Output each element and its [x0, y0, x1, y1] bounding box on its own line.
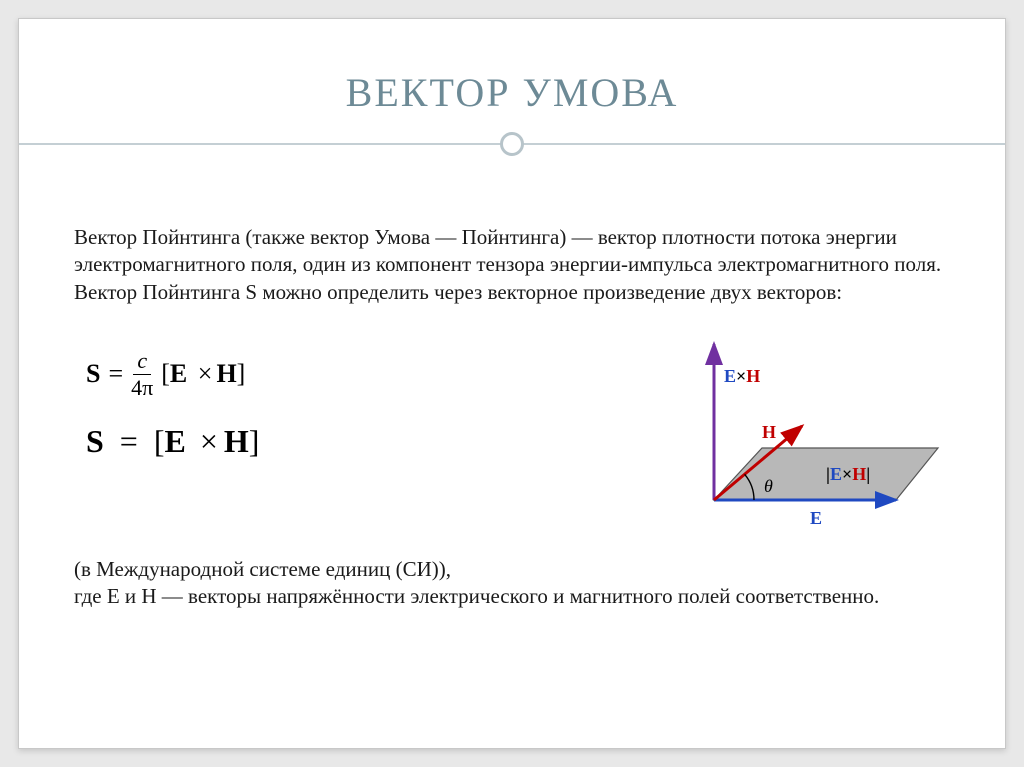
footer-line-2: где E и H — векторы напряжённости электр… — [74, 584, 879, 608]
sym-H: H — [216, 359, 236, 388]
formula-block: S = c 4π [E ×H] S = [E ×H] — [74, 332, 590, 460]
fraction-c-4pi: c 4π — [131, 350, 153, 399]
slide: ВЕКТОР УМОВА Вектор Пойнтинга (также век… — [18, 18, 1006, 749]
footer-paragraph: (в Международной системе единиц (СИ)), г… — [74, 556, 950, 611]
content-row: S = c 4π [E ×H] S = [E ×H] — [74, 332, 950, 542]
sym-eq: = — [108, 359, 123, 389]
page-title: ВЕКТОР УМОВА — [74, 69, 950, 116]
label-theta: θ — [764, 476, 773, 496]
sym-H2: H — [224, 423, 249, 459]
label-E: E — [810, 508, 822, 528]
sym-rbracket: ] — [237, 359, 246, 388]
intro-paragraph: Вектор Пойнтинга (также вектор Умова — П… — [74, 224, 950, 306]
sym-S2: S — [86, 423, 104, 459]
sym-rbracket2: ] — [249, 423, 260, 459]
footer-line-1: (в Международной системе единиц (СИ)), — [74, 557, 451, 581]
label-H: H — [762, 422, 776, 442]
sym-lbracket2: [ — [154, 423, 165, 459]
vector-diagram: E×H H E θ |E×H| — [630, 332, 950, 542]
sym-S: S — [86, 359, 100, 389]
label-ExH-vertical: E×H — [724, 366, 760, 386]
divider-circle-icon — [500, 132, 524, 156]
title-divider — [74, 124, 950, 164]
sym-4pi: 4π — [131, 375, 153, 399]
label-magnitude-ExH: |E×H| — [826, 464, 870, 484]
sym-E2: E — [165, 423, 186, 459]
sym-eq2: = — [112, 423, 146, 459]
sym-lbracket: [ — [161, 359, 170, 388]
sym-times2: × — [194, 423, 224, 459]
sym-E: E — [170, 359, 187, 388]
formula-si: S = [E ×H] — [86, 423, 590, 460]
sym-times: × — [194, 359, 217, 388]
sym-c: c — [133, 350, 151, 375]
formula-cgs: S = c 4π [E ×H] — [86, 350, 590, 399]
